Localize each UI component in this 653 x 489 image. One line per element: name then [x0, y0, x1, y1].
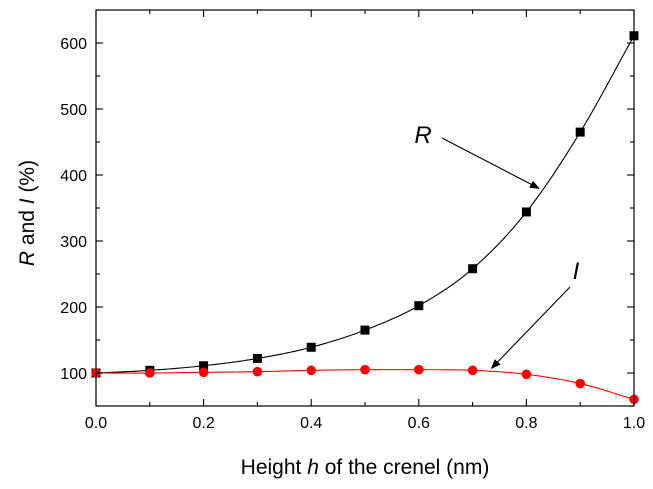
- marker-I: [360, 364, 370, 375]
- x-axis-label: Height h of the crenel (nm): [241, 456, 490, 479]
- x-tick-label: 0.6: [408, 415, 430, 432]
- series-lines: [95, 35, 635, 400]
- marker-I: [145, 368, 155, 378]
- marker-R: [575, 127, 585, 137]
- y-tick-label: 500: [60, 102, 87, 119]
- marker-I: [198, 367, 209, 378]
- marker-I: [467, 365, 478, 376]
- x-tick-label: 1.0: [623, 415, 645, 432]
- x-tick-label: 0.0: [85, 415, 107, 432]
- annotation-arrow-I: [490, 286, 571, 369]
- x-tick-labels: 0.0 0.2 0.4 0.6 0.8 1.0: [85, 415, 645, 432]
- marker-R: [306, 342, 316, 352]
- y-axis-label: R and I (%): [16, 160, 39, 266]
- y-tick-label: 400: [60, 168, 87, 185]
- marker-I: [252, 366, 263, 377]
- axis-ticks: [95, 9, 635, 407]
- marker-R: [252, 353, 262, 363]
- marker-R: [414, 301, 424, 311]
- marker-I: [521, 369, 532, 380]
- marker-R: [199, 361, 209, 371]
- x-tick-label: 0.2: [192, 415, 214, 432]
- marker-I: [575, 378, 585, 389]
- annotation-label-I: I: [573, 258, 580, 285]
- x-tick-label: 0.8: [515, 415, 537, 432]
- marker-R: [521, 207, 531, 217]
- series-line-R: [95, 35, 635, 374]
- x-tick-label: 0.4: [300, 415, 322, 432]
- annotation-arrow-R: [441, 137, 540, 189]
- marker-I: [414, 364, 424, 375]
- plot-frame: [95, 9, 635, 407]
- marker-R: [468, 264, 478, 274]
- y-tick-label: 100: [60, 366, 87, 383]
- marker-I: [306, 365, 317, 376]
- annotation-label-R: R: [414, 122, 431, 149]
- y-tick-label: 300: [60, 234, 87, 251]
- series-markers: [91, 31, 639, 405]
- y-tick-label: 200: [60, 300, 87, 317]
- annotations: RI: [414, 122, 580, 369]
- y-tick-label: 600: [60, 36, 87, 53]
- marker-R: [360, 325, 370, 335]
- y-tick-labels: 100 200 300 400 500 600: [60, 36, 87, 383]
